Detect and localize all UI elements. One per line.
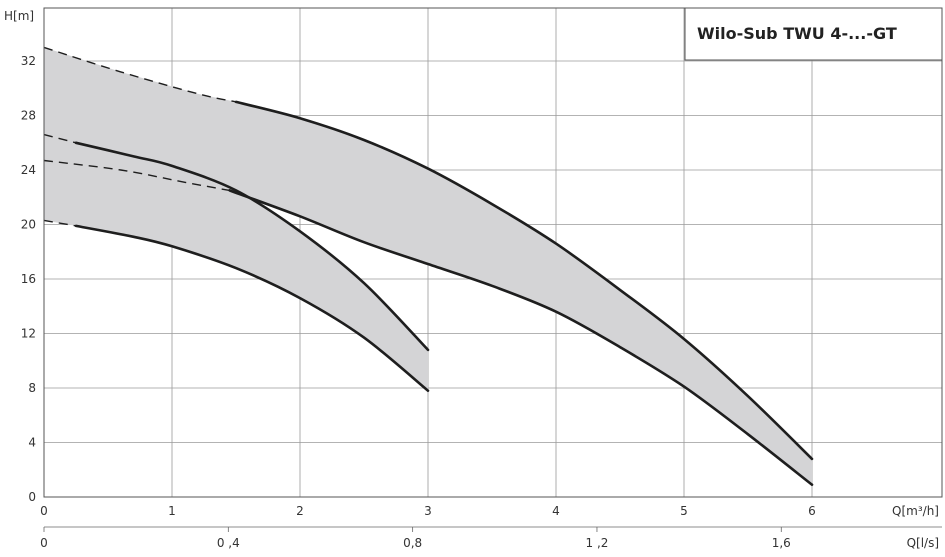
band-1-upper-curve <box>234 100 814 461</box>
x-tick-label: 1 <box>168 504 176 518</box>
y-tick-label: 4 <box>28 436 36 450</box>
x-tick-label: 5 <box>680 504 688 518</box>
y-tick-label: 8 <box>28 381 36 395</box>
x-axis-ticks: 0 1 2 3 4 5 6 <box>40 504 816 518</box>
band-1-lower-curve <box>228 189 814 486</box>
x2-axis-label: Q[l/s] <box>907 536 939 550</box>
x-axis-label: Q[m³/h] <box>892 504 939 518</box>
x-tick-label: 3 <box>424 504 432 518</box>
title-box: Wilo-Sub TWU 4-...-GT <box>684 7 943 61</box>
performance-bands <box>44 47 812 485</box>
band-1-lower-dashed <box>43 159 230 192</box>
x-tick-label: 6 <box>808 504 816 518</box>
x-tick-label: 0 <box>40 504 48 518</box>
x2-tick-label: 1 ,2 <box>586 536 609 550</box>
chart-title: Wilo-Sub TWU 4-...-GT <box>697 24 897 43</box>
band-2-upper-dashed <box>43 133 77 144</box>
plot-frame <box>43 7 943 498</box>
y-axis-ticks: 0 4 8 12 16 20 24 28 32 <box>21 54 36 504</box>
y-tick-label: 0 <box>28 490 36 504</box>
x-tick-label: 4 <box>552 504 560 518</box>
performance-curves <box>43 46 814 486</box>
band-2-lower-curve <box>74 224 430 392</box>
x-tick-label: 2 <box>296 504 304 518</box>
band-2-lower-dashed <box>43 219 77 227</box>
x2-tick-label: 0 ,4 <box>217 536 240 550</box>
y-tick-label: 32 <box>21 54 36 68</box>
y-tick-label: 12 <box>21 327 36 341</box>
x2-tick-label: 0 <box>40 536 48 550</box>
band-2-upper-curve <box>74 141 430 352</box>
y-tick-label: 28 <box>21 109 36 123</box>
band-1-upper-dashed <box>43 46 237 103</box>
y-axis-label: H[m] <box>4 9 34 23</box>
band-1 <box>44 47 812 485</box>
band-2 <box>44 134 428 391</box>
y-tick-label: 24 <box>21 163 36 177</box>
x2-axis-ticks: 0 0 ,4 0,8 1 ,2 1,6 <box>40 526 942 550</box>
x2-tick-label: 0,8 <box>403 536 422 550</box>
y-tick-label: 16 <box>21 272 36 286</box>
y-tick-label: 20 <box>21 218 36 232</box>
x2-tick-label: 1,6 <box>772 536 791 550</box>
